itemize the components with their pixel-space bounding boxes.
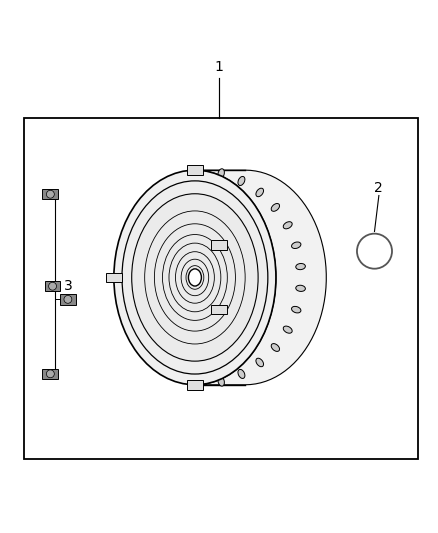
Bar	[187, 165, 203, 175]
Ellipse shape	[238, 369, 245, 378]
Text: 1: 1	[215, 60, 223, 74]
Bar	[106, 273, 122, 282]
Circle shape	[64, 295, 72, 303]
Polygon shape	[195, 170, 326, 385]
Bar	[42, 368, 58, 379]
Ellipse shape	[218, 377, 224, 386]
Circle shape	[46, 190, 54, 198]
Ellipse shape	[218, 169, 224, 178]
Ellipse shape	[132, 194, 258, 361]
Ellipse shape	[292, 242, 301, 248]
Ellipse shape	[283, 222, 292, 229]
Ellipse shape	[292, 306, 301, 313]
Ellipse shape	[283, 326, 292, 333]
Ellipse shape	[271, 204, 279, 211]
Ellipse shape	[256, 188, 264, 197]
Bar	[211, 240, 227, 250]
Ellipse shape	[122, 181, 268, 374]
Circle shape	[49, 282, 57, 290]
Circle shape	[46, 370, 54, 378]
Bar	[45, 281, 60, 292]
Ellipse shape	[271, 344, 279, 351]
Text: 3: 3	[64, 279, 72, 293]
Bar	[24, 118, 418, 459]
Ellipse shape	[114, 170, 276, 385]
Ellipse shape	[256, 358, 264, 367]
Bar	[187, 380, 203, 390]
Ellipse shape	[296, 263, 305, 270]
Text: 2: 2	[374, 181, 383, 195]
Ellipse shape	[296, 285, 305, 292]
Bar	[60, 294, 76, 304]
Ellipse shape	[188, 269, 201, 286]
Bar	[211, 305, 227, 314]
Ellipse shape	[238, 176, 245, 185]
Bar	[42, 189, 58, 199]
